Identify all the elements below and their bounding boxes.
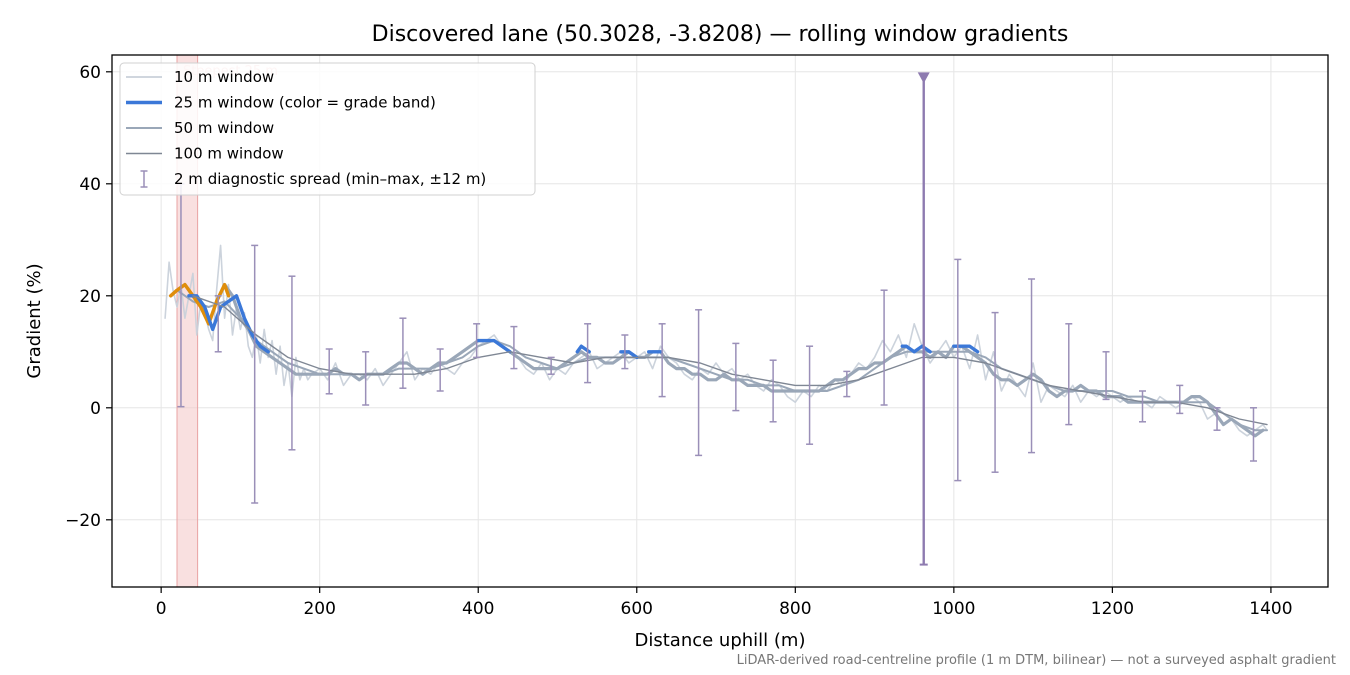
x-tick-label: 0 (156, 599, 167, 619)
grade-band-segment (168, 282, 231, 326)
y-tick-label: −20 (65, 511, 101, 531)
grade-band-segment (575, 344, 591, 354)
legend: 10 m window 25 m window (color = grade ba… (119, 62, 536, 196)
x-tick-label: 800 (779, 599, 811, 619)
y-tick-label: 20 (79, 287, 101, 307)
legend-label: 10 m window (174, 68, 274, 86)
legend-label: 25 m window (color = grade band) (174, 94, 436, 112)
series-line-100-m-window (192, 295, 1268, 426)
x-tick-label: 1000 (932, 599, 975, 619)
footer-caption: LiDAR-derived road-centreline profile (1… (737, 653, 1336, 668)
x-tick-label: 200 (303, 599, 335, 619)
y-tick-label: 0 (90, 399, 101, 419)
legend-label: 100 m window (174, 145, 284, 163)
x-tick-label: 1200 (1091, 599, 1134, 619)
legend-label: 2 m diagnostic spread (min–max, ±12 m) (174, 170, 486, 188)
y-tick-label: 40 (79, 175, 101, 195)
x-tick-label: 600 (621, 599, 653, 619)
y-axis-label: Gradient (%) (24, 263, 45, 378)
legend-label: 50 m window (174, 119, 274, 137)
legend-box (119, 62, 536, 196)
chart-title: Discovered lane (50.3028, -3.8208) — rol… (372, 22, 1069, 47)
spike-marker (917, 72, 930, 84)
x-axis-label: Distance uphill (m) (635, 630, 806, 651)
data-marks (164, 72, 1268, 566)
y-tick-label: 60 (79, 63, 101, 83)
grade-band-segment (619, 350, 639, 360)
grade-band-segment (476, 338, 512, 354)
x-tick-label: 400 (462, 599, 494, 619)
plot-frame (111, 54, 1329, 588)
x-tick-label: 1400 (1249, 599, 1292, 619)
